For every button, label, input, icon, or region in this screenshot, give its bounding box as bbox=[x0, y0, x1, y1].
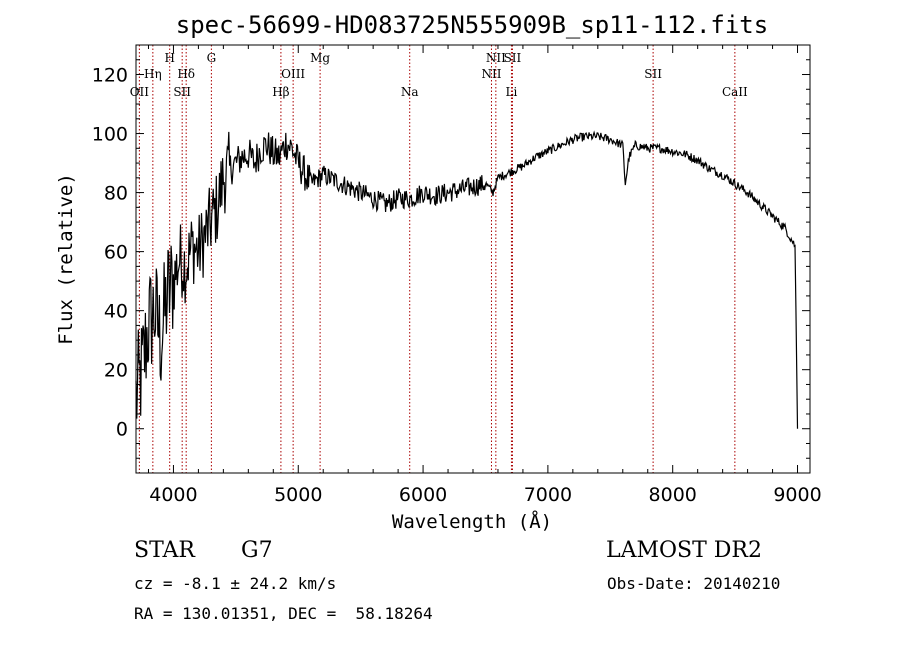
x-tick-label: 5000 bbox=[274, 484, 322, 506]
spectral-line-label: SII bbox=[504, 51, 522, 65]
x-tick-label: 6000 bbox=[399, 484, 447, 506]
obs-date-text: Obs-Date: 20140210 bbox=[607, 574, 781, 593]
spectral-line-label: Li bbox=[506, 85, 518, 99]
spectral-line-label: Na bbox=[401, 85, 419, 99]
chart-title: spec-56699-HD083725N555909B_sp11-112.fit… bbox=[176, 11, 768, 39]
spectral-line-label: OIII bbox=[281, 67, 305, 81]
spectral-line-markers: OII HηH SII Hδ G Hβ OIII Mg Na NII NII Li SII SII CaII bbox=[130, 45, 748, 473]
spectral-line-label: H bbox=[164, 51, 174, 65]
x-axis-ticks: 4000 5000 6000 7000 8000 9000 bbox=[147, 45, 822, 506]
y-tick-label: 100 bbox=[92, 124, 128, 146]
x-tick-label: 8000 bbox=[649, 484, 697, 506]
x-axis-label: Wavelength (Å) bbox=[392, 510, 552, 533]
y-tick-label: 40 bbox=[104, 301, 128, 323]
y-tick-label: 0 bbox=[116, 419, 128, 441]
y-tick-label: 60 bbox=[104, 242, 128, 264]
spectral-line-label: Mg bbox=[310, 51, 330, 65]
ra-dec-text: RA = 130.01351, DEC = 58.18264 bbox=[134, 604, 433, 623]
spectral-line-label: OII bbox=[130, 85, 150, 99]
spectral-line-label: Hδ bbox=[177, 67, 195, 81]
spectral-line-label: Hη bbox=[144, 67, 162, 81]
spectral-line-label: SII bbox=[644, 67, 662, 81]
survey-label: LAMOST DR2 bbox=[606, 538, 762, 563]
y-tick-label: 20 bbox=[104, 360, 128, 382]
plot-frame bbox=[135, 44, 811, 474]
y-axis-ticks: 0 20 40 60 80 100 120 bbox=[92, 59, 810, 459]
y-tick-label: 80 bbox=[104, 183, 128, 205]
y-axis-label: Flux (relative) bbox=[55, 173, 77, 345]
x-tick-label: 9000 bbox=[773, 484, 821, 506]
spectral-line-label: NII bbox=[486, 51, 506, 65]
spectral-line-label: Hβ bbox=[272, 85, 289, 99]
spectral-line-label: G bbox=[207, 51, 217, 65]
y-tick-label: 120 bbox=[92, 65, 128, 87]
object-subclass-label: G7 bbox=[241, 538, 273, 563]
spectral-line-label: NII bbox=[481, 67, 501, 81]
spectral-line-label: SII bbox=[173, 85, 191, 99]
spectral-line-label: CaII bbox=[722, 85, 748, 99]
object-class-label: STAR bbox=[134, 538, 195, 563]
redshift-text: cz = -8.1 ± 24.2 km/s bbox=[134, 574, 337, 593]
spectrum-line bbox=[135, 130, 799, 429]
x-tick-label: 4000 bbox=[149, 484, 197, 506]
x-tick-label: 7000 bbox=[524, 484, 572, 506]
